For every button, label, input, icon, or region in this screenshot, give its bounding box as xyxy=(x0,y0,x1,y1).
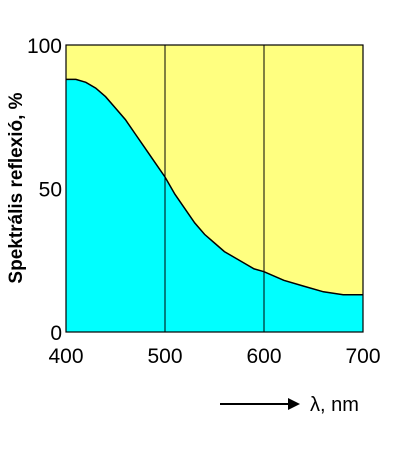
x-axis-arrow-head xyxy=(288,398,300,410)
x-tick-label-700: 700 xyxy=(345,345,380,368)
y-tick-label-50: 50 xyxy=(39,179,62,202)
reflectance-area xyxy=(66,79,363,333)
vertical-gridlines xyxy=(164,45,265,332)
x-tick-label-400: 400 xyxy=(48,345,83,368)
y-tick-label-100: 100 xyxy=(27,35,62,58)
x-tick-labels: 400 500 600 700 xyxy=(48,345,380,368)
x-tick-label-500: 500 xyxy=(147,345,182,368)
y-axis-title: Spektrális reflexió, % xyxy=(6,92,27,283)
reflectance-curve xyxy=(66,78,363,296)
x-axis-title: λ, nm xyxy=(310,394,359,416)
y-tick-labels: 0 50 100 xyxy=(27,35,62,345)
x-axis-arrow xyxy=(220,398,300,410)
plot-frame xyxy=(65,44,364,333)
y-tick-label-0: 0 xyxy=(50,322,62,345)
x-tick-label-600: 600 xyxy=(246,345,281,368)
